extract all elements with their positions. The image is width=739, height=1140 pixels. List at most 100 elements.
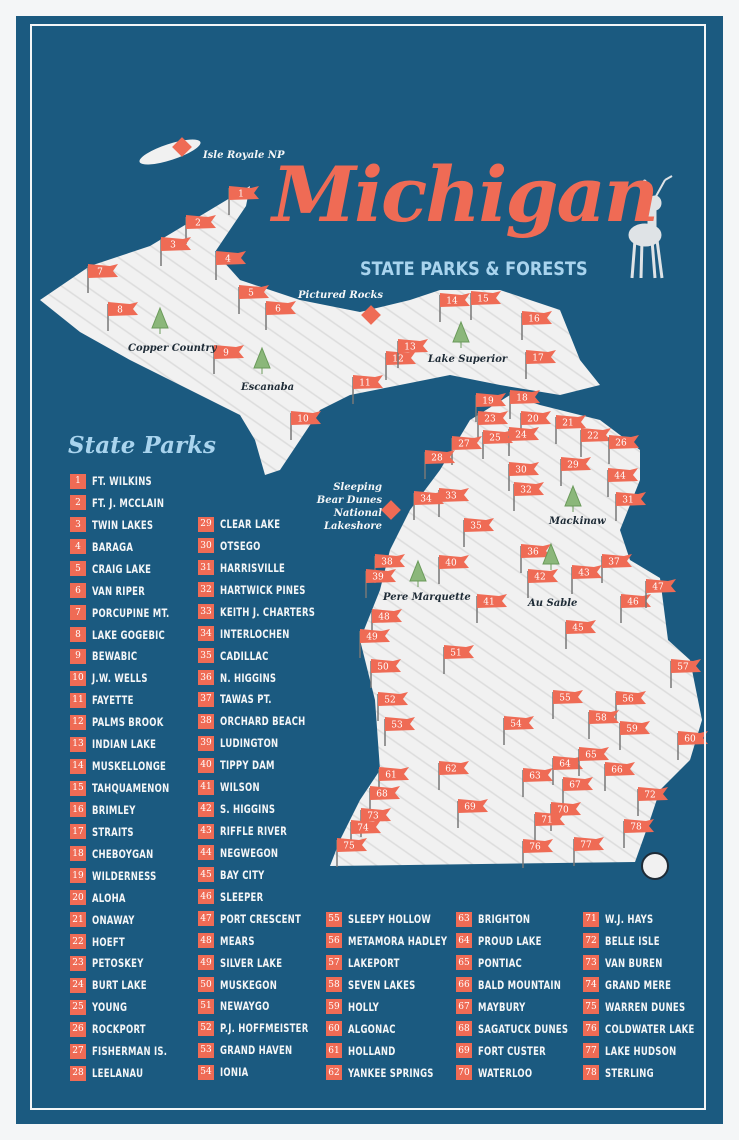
park-list-item: 18 CHEBOYGAN	[70, 846, 167, 862]
park-name: TIPPY DAM	[220, 758, 275, 773]
park-number-badge: 45	[198, 867, 214, 883]
park-name: SILVER LAKE	[220, 955, 283, 970]
park-number-badge: 13	[70, 736, 86, 752]
park-list-item: 30 OTSEGO	[198, 538, 269, 554]
park-list-item: 68 SAGATUCK DUNES	[456, 1021, 588, 1037]
park-list-item: 59 HOLLY	[326, 999, 386, 1015]
park-name: PORCUPINE MT.	[92, 605, 170, 620]
park-number-badge: 51	[198, 998, 214, 1014]
park-list-item: 16 BRIMLEY	[70, 802, 145, 818]
park-flag-21: 21	[555, 415, 586, 444]
park-list-item: 13 INDIAN LAKE	[70, 736, 170, 752]
pine-tree-icon	[253, 346, 271, 374]
park-flag-28: 28	[424, 450, 455, 479]
park-number-badge: 27	[70, 1043, 86, 1059]
park-number-badge: 14	[70, 758, 86, 774]
state-parks-heading: State Parks	[68, 432, 216, 459]
pine-tree-icon	[452, 320, 470, 348]
park-number-badge: 3	[70, 517, 86, 533]
park-flag-66: 66	[604, 762, 635, 791]
poster-title: Michigan	[272, 150, 659, 239]
park-name: HOLLY	[348, 999, 380, 1014]
park-name: RIFFLE RIVER	[220, 824, 287, 839]
svg-text:25: 25	[489, 434, 501, 444]
lower-peninsula	[330, 395, 702, 866]
park-flag-43: 43	[571, 565, 602, 594]
park-list-item: 64 PROUD LAKE	[456, 933, 556, 949]
park-flag-76: 76	[522, 839, 553, 868]
park-flag-46: 46	[620, 594, 651, 623]
park-list-item: 63 BRIGHTON	[456, 911, 542, 927]
svg-text:72: 72	[644, 791, 655, 801]
park-number-badge: 25	[70, 999, 86, 1015]
park-flag-62: 62	[438, 761, 469, 790]
park-flag-58: 58	[588, 710, 619, 739]
park-flag-1: 1	[228, 186, 259, 215]
park-flag-14: 14	[439, 293, 470, 322]
park-number-badge: 38	[198, 713, 214, 729]
park-flag-77: 77	[573, 837, 604, 866]
park-number-badge: 42	[198, 801, 214, 817]
park-name: PETOSKEY	[92, 956, 144, 971]
park-list-item: 77 LAKE HUDSON	[583, 1043, 692, 1059]
svg-text:73: 73	[367, 812, 379, 822]
svg-text:54: 54	[510, 720, 522, 730]
poster-subtitle: STATE PARKS & FORESTS	[360, 258, 588, 280]
park-name: ORCHARD BEACH	[220, 714, 306, 729]
park-name: KEITH J. CHARTERS	[220, 604, 316, 619]
park-number-badge: 44	[198, 845, 214, 861]
svg-text:6: 6	[275, 305, 281, 315]
park-name: LAKEPORT	[348, 955, 400, 970]
park-list-item: 52 P.J. HOFFMEISTER	[198, 1020, 328, 1036]
park-name: WILDERNESS	[92, 868, 157, 883]
park-list-item: 3 TWIN LAKES	[70, 517, 167, 533]
park-list-item: 34 INTERLOCHEN	[198, 626, 305, 642]
svg-text:58: 58	[595, 714, 607, 724]
park-flag-49: 49	[359, 629, 390, 658]
svg-text:18: 18	[516, 394, 528, 404]
park-list-item: 5 CRAIG LAKE	[70, 561, 164, 577]
park-list-item: 65 PONTIAC	[456, 955, 532, 971]
svg-text:4: 4	[225, 255, 231, 265]
park-name: BALD MOUNTAIN	[478, 977, 562, 992]
park-number-badge: 43	[198, 823, 214, 839]
svg-text:42: 42	[534, 573, 545, 583]
park-number-badge: 73	[583, 955, 599, 971]
park-number-badge: 20	[70, 890, 86, 906]
park-name: WILSON	[220, 780, 260, 795]
park-list-item: 17 STRAITS	[70, 824, 143, 840]
svg-text:21: 21	[562, 419, 573, 429]
svg-text:32: 32	[520, 486, 531, 496]
svg-text:9: 9	[223, 349, 229, 359]
park-list-item: 22 HOEFT	[70, 934, 132, 950]
park-list-item: 60 ALGONAC	[326, 1021, 406, 1037]
park-number-badge: 1	[70, 473, 86, 489]
park-name: ALGONAC	[348, 1021, 396, 1036]
park-list-item: 29 CLEAR LAKE	[198, 516, 294, 532]
pine-tree-icon	[542, 542, 560, 570]
park-name: SLEEPY HOLLOW	[348, 912, 431, 926]
park-name: FISHERMAN IS.	[92, 1044, 168, 1059]
svg-text:26: 26	[615, 439, 627, 449]
park-number-badge: 77	[583, 1043, 599, 1059]
park-list-item: 10 J.W. WELLS	[70, 670, 160, 686]
park-name: WATERLOO	[478, 1065, 533, 1080]
svg-text:40: 40	[445, 559, 457, 569]
park-list-item: 2 FT. J. MCCLAIN	[70, 495, 180, 511]
park-number-badge: 23	[70, 955, 86, 971]
park-name: TAWAS PT.	[220, 692, 272, 707]
label-sleeping-bear: Sleeping Bear Dunes National Lakeshore	[316, 482, 382, 532]
svg-text:10: 10	[297, 415, 309, 425]
park-name: METAMORA HADLEY	[348, 933, 448, 948]
svg-text:70: 70	[557, 806, 569, 816]
park-flag-55: 55	[552, 690, 583, 719]
svg-text:69: 69	[464, 803, 476, 813]
park-name: PALMS BROOK	[92, 715, 164, 730]
park-number-badge: 21	[70, 912, 86, 928]
park-name: FT. WILKINS	[92, 474, 152, 488]
park-name: S. HIGGINS	[220, 802, 276, 817]
park-name: OTSEGO	[220, 538, 261, 553]
park-list-item: 4 BARAGA	[70, 539, 142, 555]
park-flag-9: 9	[213, 345, 244, 374]
park-number-badge: 69	[456, 1043, 472, 1059]
